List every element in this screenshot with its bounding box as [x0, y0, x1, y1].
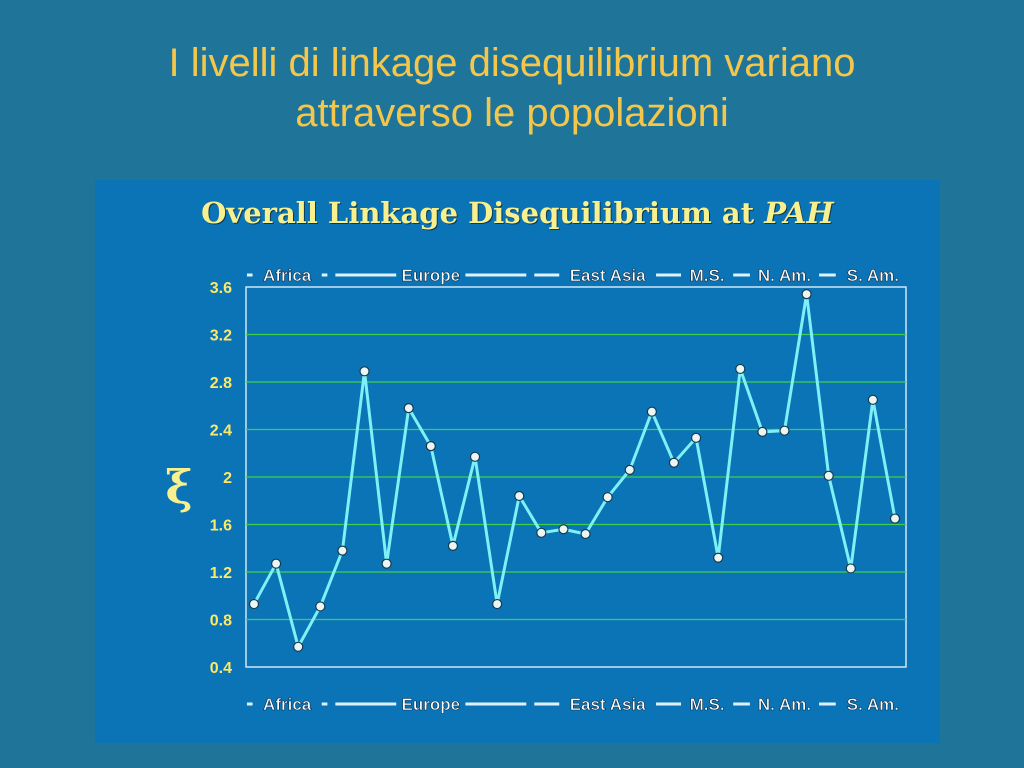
data-point: [293, 641, 304, 652]
region-label-bg: [252, 698, 322, 710]
slide-title-line1: I livelli di linkage disequilibrium vari…: [168, 41, 856, 85]
region-label-top: S. Am.: [847, 266, 899, 285]
data-point: [624, 464, 635, 475]
chart-title: Overall Linkage Disequilibrium at PAH: [95, 196, 940, 230]
region-label-bottom: N. Am.: [758, 695, 811, 714]
chart-panel: Overall Linkage Disequilibrium at PAH 3.…: [95, 180, 940, 743]
data-point: [271, 558, 282, 569]
y-tick-label: 0.8: [210, 613, 232, 630]
y-axis-label: ξ: [165, 460, 192, 514]
data-point: [425, 441, 436, 452]
data-point: [779, 425, 790, 436]
slide-title-line2: attraverso le popolazioni: [295, 91, 729, 135]
data-point: [248, 598, 260, 610]
region-label-top: Africa: [263, 266, 312, 285]
data-point: [558, 524, 569, 535]
data-point: [823, 470, 834, 481]
series-line: [252, 292, 897, 649]
data-point: [337, 545, 348, 556]
region-label-bg: [838, 269, 908, 281]
region-label-bottom: S. Am.: [847, 695, 899, 714]
region-label-bg: [681, 698, 733, 710]
region-label-bg: [749, 698, 820, 710]
region-label-bg: [838, 698, 908, 710]
region-label-top: M.S.: [690, 266, 725, 285]
region-label-bottom: Africa: [263, 695, 312, 714]
data-point: [536, 527, 547, 538]
slide-title: I livelli di linkage disequilibrium vari…: [0, 38, 1024, 138]
region-label-bg: [252, 269, 322, 281]
data-point: [359, 366, 370, 377]
data-point: [580, 528, 591, 540]
chart-title-italic: PAH: [764, 196, 834, 230]
data-point: [492, 598, 503, 610]
data-point: [889, 513, 901, 524]
y-tick-label: 3.6: [210, 280, 232, 297]
region-label-bg: [749, 269, 820, 281]
chart-title-main: Overall Linkage Disequilibrium at: [201, 196, 765, 230]
data-point: [801, 289, 812, 300]
region-label-bg: [681, 269, 733, 281]
data-point: [646, 406, 657, 417]
data-point: [447, 540, 459, 551]
data-point: [668, 457, 680, 468]
region-label-bottom: Europe: [402, 695, 461, 714]
data-point: [315, 601, 326, 612]
y-tick-label: 1.6: [210, 518, 232, 535]
region-label-top: N. Am.: [758, 266, 811, 285]
region-label-bg: [396, 269, 466, 281]
data-point: [403, 403, 414, 414]
region-label-bg: [559, 698, 657, 710]
region-label-top: Europe: [402, 266, 461, 285]
data-point: [690, 432, 702, 443]
data-point: [845, 563, 856, 574]
data-point: [602, 492, 613, 503]
region-label-top: East Asia: [570, 266, 646, 285]
data-point: [735, 363, 746, 375]
y-tick-label: 3.2: [210, 328, 232, 345]
y-tick-label: 2: [223, 470, 232, 487]
data-point: [713, 552, 724, 563]
region-label-bg: [559, 269, 657, 281]
y-tick-label: 0.4: [210, 660, 232, 677]
region-label-bottom: M.S.: [690, 695, 725, 714]
region-label-bottom: East Asia: [570, 695, 646, 714]
region-label-bg: [396, 698, 466, 710]
data-point: [381, 558, 392, 569]
y-tick-label: 2.4: [210, 423, 232, 440]
data-point: [469, 451, 481, 462]
line-chart: 3.6 3.2 2.8 2.4 2 1.6 1.2 0.8 0.4 ξ Africa Africa Eu…: [165, 266, 908, 714]
y-tick-label: 2.8: [210, 375, 232, 392]
data-point: [867, 394, 878, 405]
data-point: [757, 426, 768, 437]
y-tick-label: 1.2: [210, 565, 232, 582]
data-point: [514, 490, 525, 502]
